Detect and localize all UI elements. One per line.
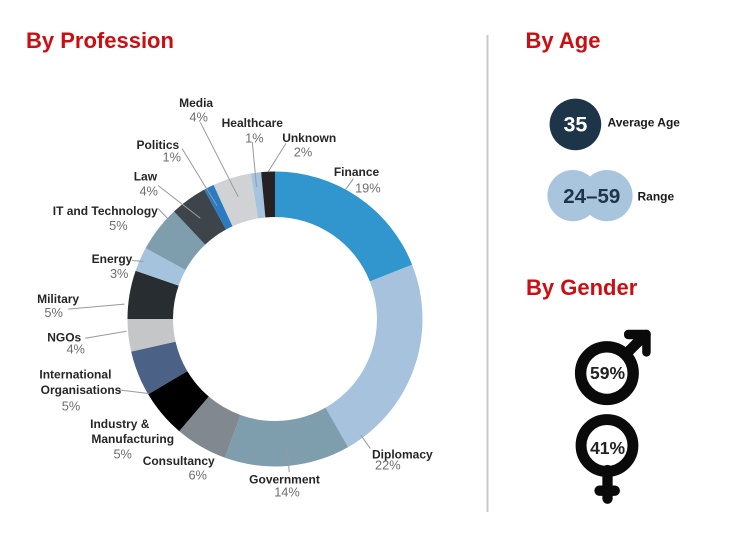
svg-text:Media: Media xyxy=(179,96,213,110)
svg-text:IT and Technology: IT and Technology xyxy=(53,204,158,218)
svg-text:Military: Military xyxy=(37,292,79,306)
svg-text:Energy: Energy xyxy=(92,252,133,266)
svg-text:By Gender: By Gender xyxy=(526,275,638,300)
svg-text:NGOs: NGOs xyxy=(47,331,81,345)
svg-text:International: International xyxy=(39,368,111,382)
svg-text:Range: Range xyxy=(638,189,675,203)
svg-text:6%: 6% xyxy=(188,468,207,483)
svg-text:Politics: Politics xyxy=(137,138,180,152)
svg-text:35: 35 xyxy=(563,113,587,137)
svg-text:Average Age: Average Age xyxy=(608,116,681,130)
svg-text:41%: 41% xyxy=(590,438,625,458)
svg-text:Finance: Finance xyxy=(334,165,380,179)
svg-text:5%: 5% xyxy=(44,305,63,320)
svg-text:1%: 1% xyxy=(163,150,182,165)
svg-text:Consultancy: Consultancy xyxy=(143,454,215,468)
svg-text:By Age: By Age xyxy=(526,28,601,53)
svg-text:Law: Law xyxy=(134,170,158,184)
svg-text:Unknown: Unknown xyxy=(282,131,336,145)
svg-text:5%: 5% xyxy=(62,398,81,413)
svg-text:By Profession: By Profession xyxy=(26,28,174,53)
svg-text:Organisations: Organisations xyxy=(41,383,122,397)
svg-text:59%: 59% xyxy=(590,363,625,383)
svg-text:Manufacturing: Manufacturing xyxy=(91,432,174,446)
svg-text:1%: 1% xyxy=(245,131,264,146)
svg-text:4%: 4% xyxy=(139,183,158,198)
svg-text:Industry &: Industry & xyxy=(90,417,150,431)
svg-text:3%: 3% xyxy=(110,266,129,281)
svg-text:5%: 5% xyxy=(109,218,128,233)
svg-text:4%: 4% xyxy=(189,110,208,125)
svg-text:5%: 5% xyxy=(113,447,132,462)
svg-text:Healthcare: Healthcare xyxy=(222,116,284,130)
svg-text:Government: Government xyxy=(249,473,320,487)
svg-text:14%: 14% xyxy=(274,485,300,500)
svg-text:4%: 4% xyxy=(66,341,85,356)
svg-text:2%: 2% xyxy=(294,145,313,160)
svg-text:19%: 19% xyxy=(355,181,381,196)
svg-text:24–59: 24–59 xyxy=(563,185,620,208)
svg-text:22%: 22% xyxy=(375,458,401,473)
svg-text:Diplomacy: Diplomacy xyxy=(372,447,433,461)
